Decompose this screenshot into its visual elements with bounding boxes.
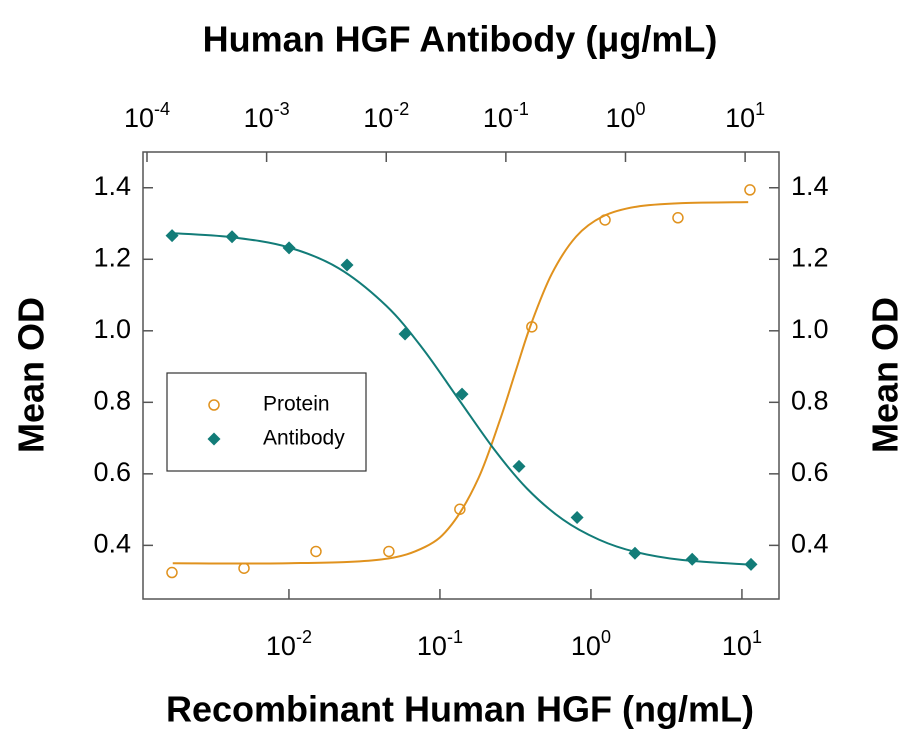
y-tick-label: 1.0 [93, 314, 131, 344]
y2-tick-label: 0.4 [791, 528, 829, 558]
data-point [628, 546, 642, 560]
y-tick-label: 1.4 [93, 171, 131, 201]
data-point [744, 557, 758, 571]
data-point [282, 241, 296, 255]
x2-tick-label: 101 [725, 99, 765, 133]
data-point [166, 566, 178, 579]
data-point [526, 321, 538, 333]
fit-curve [172, 201, 749, 565]
y2-tick-label: 0.8 [791, 385, 829, 415]
data-point [383, 545, 395, 558]
y-tick-label: 0.8 [93, 385, 131, 415]
y-tick-label: 0.4 [93, 528, 131, 558]
x2-tick-label: 100 [605, 99, 645, 133]
bottom-axis-title: Recombinant Human HGF (ng/mL) [166, 689, 754, 730]
legend-label: Antibody [263, 427, 345, 450]
legend-marker [207, 432, 221, 446]
data-point [570, 510, 584, 524]
data-point [512, 459, 526, 473]
x2-tick-label: 10-2 [363, 99, 409, 133]
x2-tick-label: 10-1 [483, 99, 529, 133]
data-point [238, 562, 250, 574]
data-point [685, 552, 699, 566]
data-point [672, 212, 684, 224]
y2-tick-label: 1.0 [791, 314, 829, 344]
x2-tick-label: 10-3 [244, 99, 290, 133]
data-point [744, 184, 756, 196]
y-tick-label: 0.6 [93, 457, 131, 487]
plot-frame [142, 151, 780, 600]
y2-axis-title: Mean OD [865, 297, 906, 453]
x-tick-label: 101 [722, 627, 762, 661]
data-point [165, 229, 179, 243]
legend-box [166, 372, 367, 472]
data-point [225, 230, 239, 244]
x-tick-label: 100 [571, 627, 611, 661]
y2-tick-label: 1.2 [791, 242, 829, 272]
legend-marker [208, 399, 220, 411]
y2-tick-label: 0.6 [791, 457, 829, 487]
data-point [398, 327, 412, 341]
legend-label: Protein [263, 393, 330, 416]
data-point [454, 503, 466, 515]
data-point [310, 545, 322, 558]
top-axis-title: Human HGF Antibody (μg/mL) [203, 19, 718, 60]
y2-tick-label: 1.4 [791, 171, 829, 201]
y-axis-title: Mean OD [11, 297, 52, 453]
x-tick-label: 10-2 [266, 627, 312, 661]
data-point [455, 387, 469, 401]
data-point [599, 214, 611, 226]
x-tick-label: 10-1 [417, 627, 463, 661]
data-point [340, 258, 354, 272]
x2-tick-label: 10-4 [124, 99, 170, 133]
y-tick-label: 1.2 [93, 242, 131, 272]
